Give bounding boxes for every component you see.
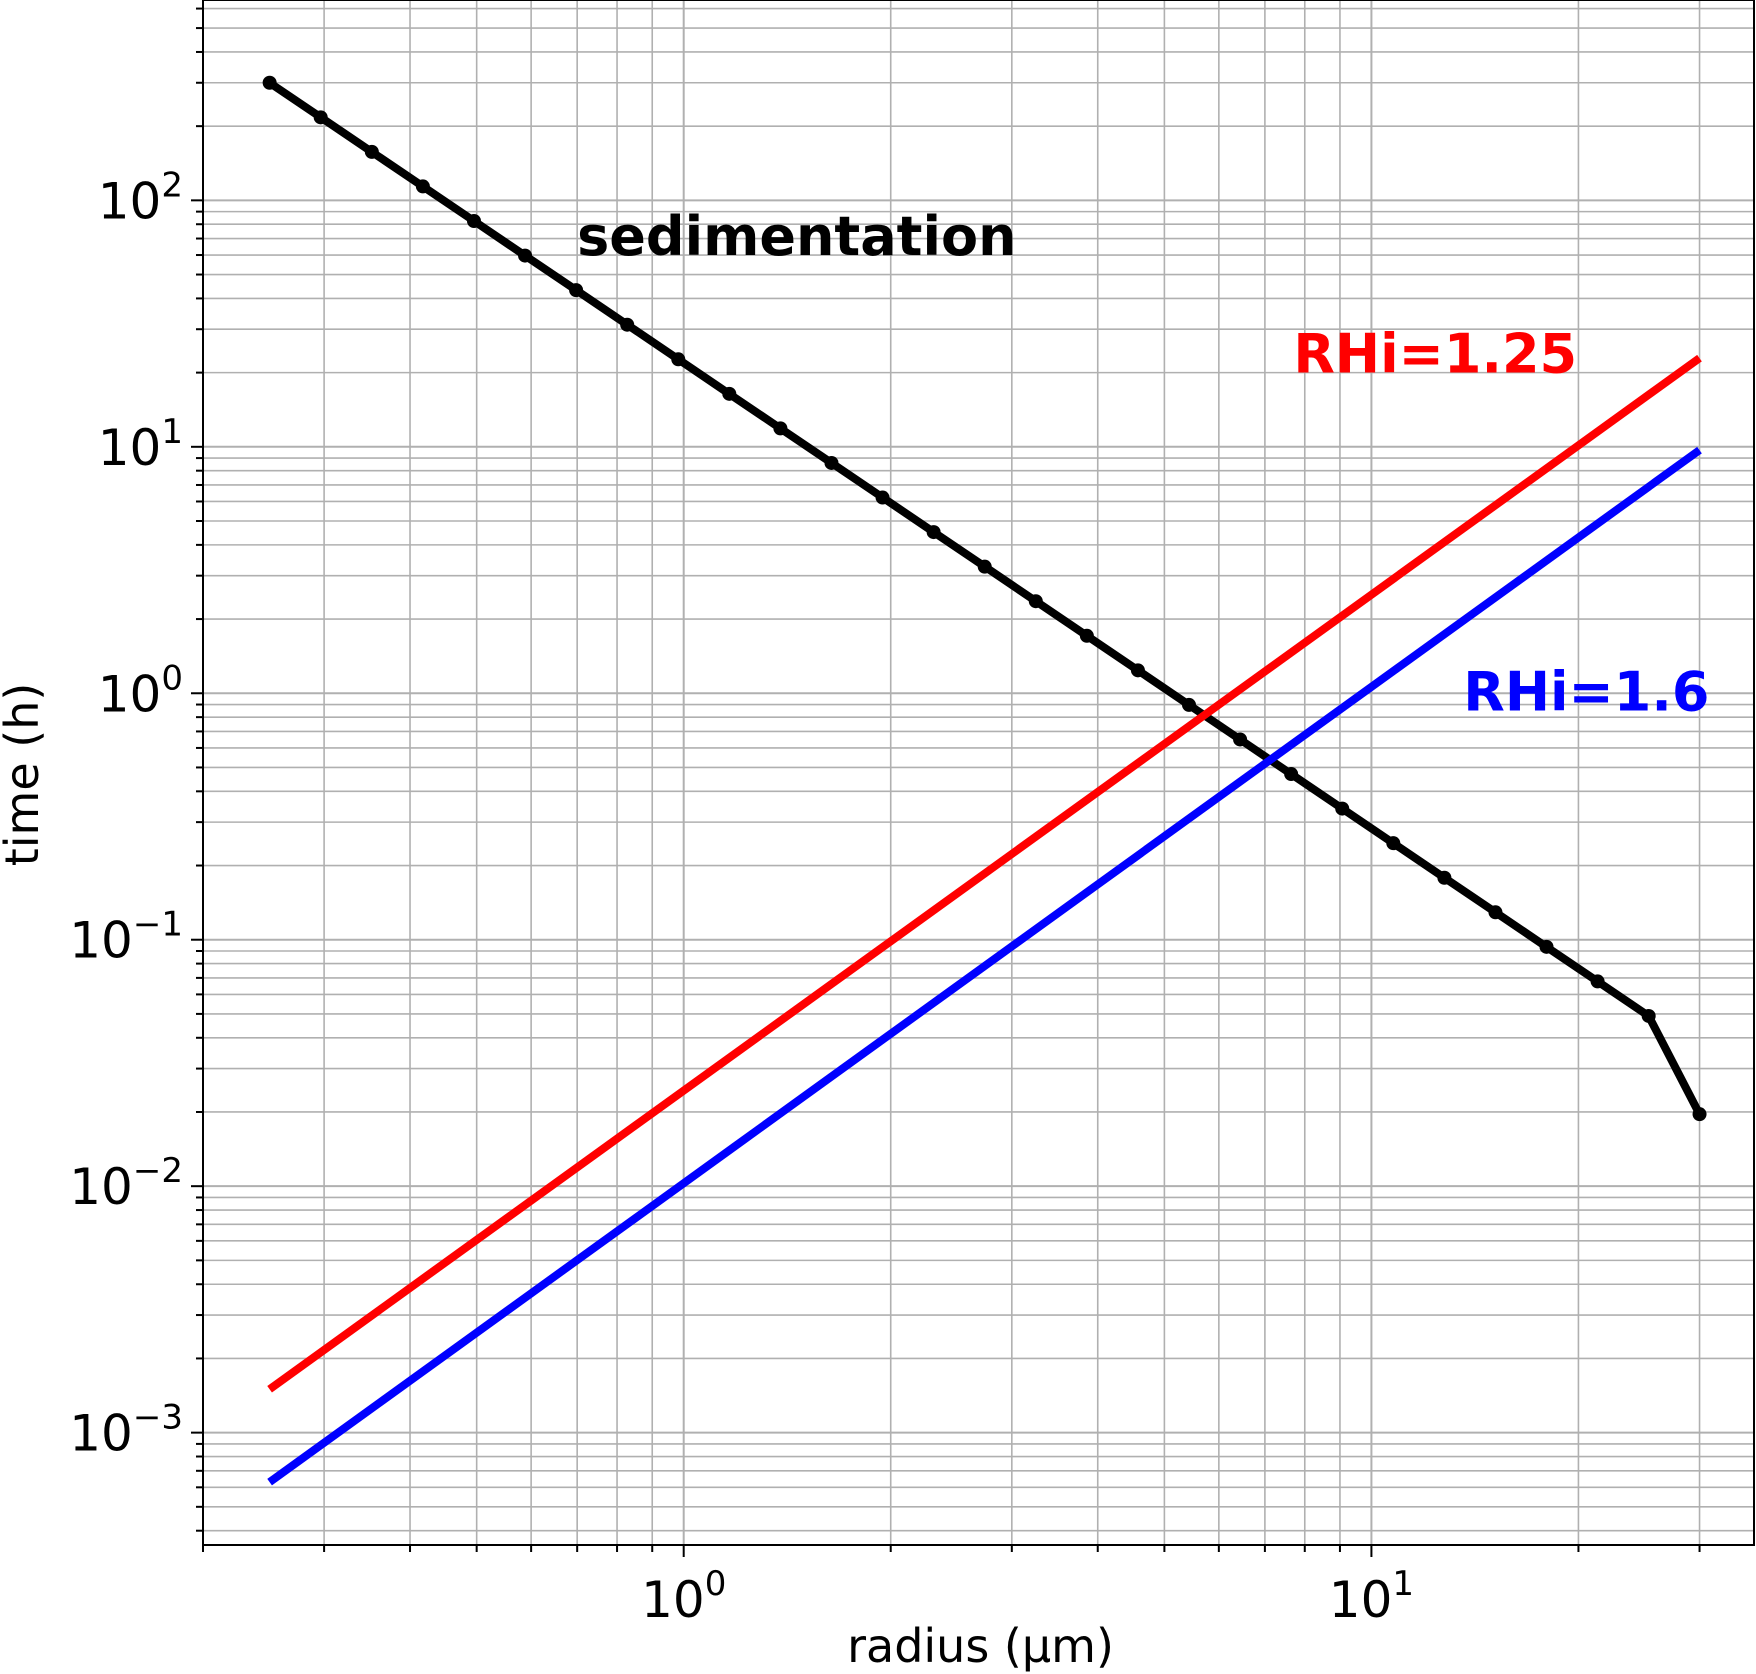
data-point-sedimentation	[1539, 939, 1554, 954]
x-tick-label: 100	[641, 1564, 726, 1629]
data-point-sedimentation	[1437, 870, 1452, 885]
y-tick-label: 10−1	[69, 905, 183, 970]
tick-base: 10	[98, 665, 162, 723]
data-point-sedimentation	[313, 110, 328, 125]
tick-base: 10	[98, 419, 162, 477]
data-point-sedimentation	[875, 490, 890, 505]
y-tick-label: 10−3	[69, 1398, 183, 1463]
plot-frame	[202, 0, 1755, 1546]
tick-exponent: 0	[161, 658, 183, 698]
data-point-sedimentation	[1233, 732, 1248, 747]
data-point-sedimentation	[518, 248, 533, 263]
y-tick-label: 102	[98, 165, 183, 230]
minor-gridlines	[202, 0, 1754, 1545]
tick-base: 10	[98, 172, 162, 230]
annotation-sedimentation: sedimentation	[577, 205, 1016, 268]
data-point-sedimentation	[1028, 594, 1043, 609]
x-axis-label: radius (µm)	[847, 1619, 1114, 1673]
data-point-sedimentation	[773, 421, 788, 436]
data-point-sedimentation	[364, 144, 379, 159]
tick-exponent: 1	[1392, 1564, 1414, 1604]
annotations-layer: sedimentation RHi=1.25 RHi=1.6	[577, 205, 1709, 724]
data-point-sedimentation	[1590, 974, 1605, 989]
data-point-sedimentation	[1488, 905, 1503, 920]
y-axis-label: time (h)	[0, 683, 49, 867]
annotation-rhi-1-6: RHi=1.6	[1463, 661, 1709, 724]
data-point-sedimentation	[466, 214, 481, 229]
data-point-sedimentation	[1641, 1008, 1656, 1023]
y-tick-label: 10−2	[69, 1151, 183, 1216]
x-tick-label: 101	[1329, 1564, 1414, 1629]
tick-exponent: 2	[161, 165, 183, 205]
data-point-sedimentation	[671, 352, 686, 367]
data-point-sedimentation	[1386, 836, 1401, 851]
data-point-sedimentation	[569, 283, 584, 298]
tick-base: 10	[1329, 1571, 1393, 1629]
y-tick-label: 101	[98, 412, 183, 477]
ticks-layer	[191, 7, 1701, 1557]
tick-base: 10	[69, 1158, 133, 1216]
data-point-sedimentation	[620, 317, 635, 332]
tick-exponent: 0	[705, 1564, 727, 1604]
series-line-rhi-1-25	[267, 354, 1702, 1393]
tick-exponent: −2	[133, 1151, 183, 1191]
tick-exponent: −1	[133, 905, 183, 945]
data-point-sedimentation	[262, 75, 277, 90]
data-point-sedimentation	[415, 179, 430, 194]
data-point-sedimentation	[824, 455, 839, 470]
tick-exponent: −3	[133, 1398, 183, 1438]
y-tick-label: 100	[98, 658, 183, 723]
annotation-rhi-1-25: RHi=1.25	[1293, 323, 1577, 386]
tick-base: 10	[69, 1405, 133, 1463]
tick-base: 10	[641, 1571, 705, 1629]
data-point-sedimentation	[1079, 628, 1094, 643]
data-point-sedimentation	[977, 559, 992, 574]
major-gridlines	[203, 0, 1754, 1545]
series-layer	[262, 75, 1707, 1486]
tick-base: 10	[69, 912, 133, 970]
series-line-rhi-1-6	[267, 446, 1702, 1486]
data-point-sedimentation	[1130, 663, 1145, 678]
tick-exponent: 1	[161, 412, 183, 452]
data-point-sedimentation	[1284, 767, 1299, 782]
data-point-sedimentation	[1182, 697, 1197, 712]
data-point-sedimentation	[1335, 801, 1350, 816]
data-point-sedimentation	[722, 386, 737, 401]
data-point-sedimentation	[1692, 1107, 1707, 1122]
data-point-sedimentation	[926, 525, 941, 540]
